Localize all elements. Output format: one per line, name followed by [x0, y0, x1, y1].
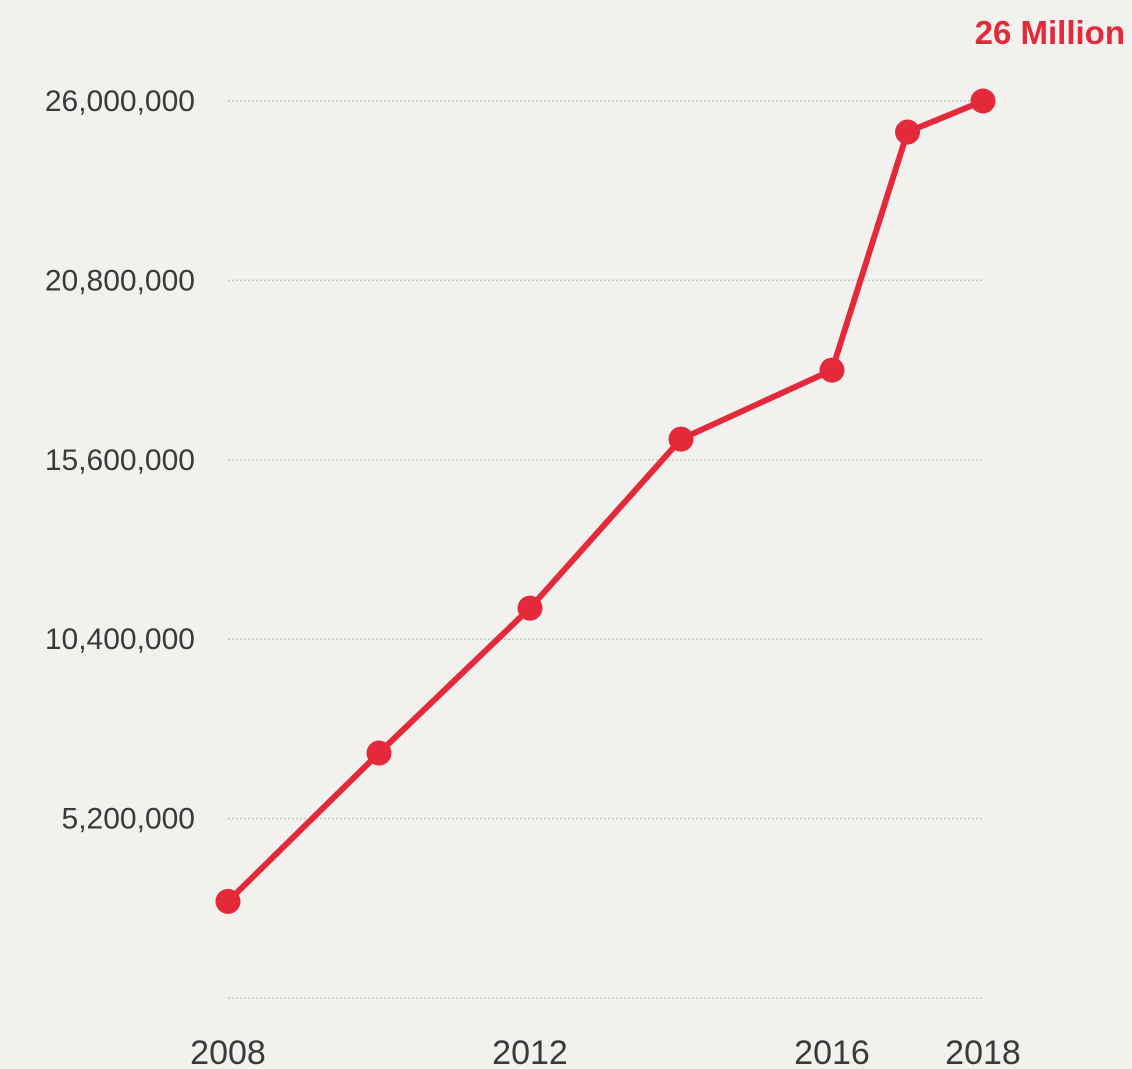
y-tick-label: 10,400,000: [45, 623, 195, 656]
data-point: [819, 357, 845, 383]
series-line: [225, 98, 986, 905]
data-point: [215, 888, 241, 914]
y-tick-label: 20,800,000: [45, 264, 195, 297]
x-tick-label: 2008: [190, 1034, 266, 1069]
value-callout: 26 Million: [975, 14, 1125, 51]
data-point: [970, 88, 996, 114]
data-point: [517, 595, 543, 621]
y-tick-label: 15,600,000: [45, 444, 195, 477]
data-point: [366, 740, 392, 766]
data-point: [668, 426, 694, 452]
y-tick-label: 26,000,000: [45, 85, 195, 118]
x-tick-label: 2018: [945, 1034, 1021, 1069]
data-series: [215, 88, 996, 914]
y-axis-ticks: 5,200,000 10,400,000 15,600,000 20,800,000 2…: [45, 85, 195, 836]
x-tick-label: 2012: [492, 1034, 568, 1069]
grid-lines: [228, 100, 983, 999]
x-axis-ticks: 2008 2012 2016 2018: [190, 1034, 1021, 1069]
y-tick-label: 5,200,000: [62, 803, 195, 836]
x-tick-label: 2016: [794, 1034, 870, 1069]
data-point: [895, 119, 920, 145]
